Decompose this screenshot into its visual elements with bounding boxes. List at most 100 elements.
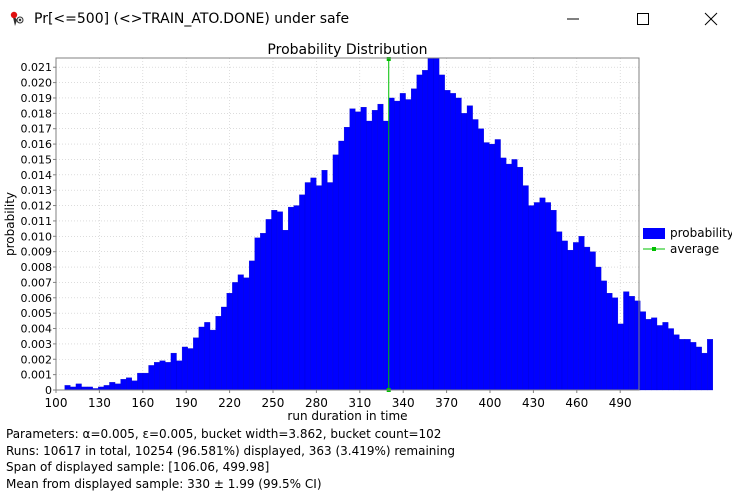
uppaal-app-icon bbox=[8, 10, 26, 28]
histogram-bar bbox=[209, 329, 216, 391]
legend-average-label: average bbox=[670, 242, 719, 256]
chart-legend: probability average bbox=[642, 225, 734, 259]
histogram-bar bbox=[438, 74, 445, 391]
x-tick-label: 310 bbox=[348, 396, 371, 410]
histogram-bar bbox=[165, 362, 172, 391]
histogram-bar bbox=[276, 211, 283, 391]
histogram-bar bbox=[628, 296, 635, 391]
histogram-bar bbox=[701, 352, 708, 391]
x-tick-label: 370 bbox=[435, 396, 458, 410]
histogram-bar bbox=[327, 182, 334, 391]
histogram-bar bbox=[316, 185, 322, 391]
histogram-bar bbox=[517, 166, 524, 391]
histogram-bar bbox=[500, 157, 507, 391]
histogram-bar bbox=[109, 382, 116, 391]
x-tick-label: 100 bbox=[45, 396, 68, 410]
histogram-bar bbox=[355, 111, 362, 391]
histogram-bar bbox=[265, 219, 272, 391]
histogram-bar bbox=[472, 119, 479, 391]
histogram-bar bbox=[645, 319, 652, 391]
histogram-bar bbox=[75, 383, 82, 391]
close-button[interactable] bbox=[688, 0, 734, 38]
histogram-bar bbox=[662, 322, 669, 391]
histogram-bar bbox=[181, 346, 188, 391]
histogram-bar bbox=[120, 379, 127, 391]
histogram-bar bbox=[349, 108, 356, 391]
histogram-bar bbox=[573, 242, 579, 391]
histogram-bar bbox=[377, 103, 384, 391]
histogram-bar bbox=[684, 339, 691, 391]
maximize-icon bbox=[637, 13, 649, 25]
histogram-bar bbox=[215, 316, 222, 391]
x-tick-label: 250 bbox=[262, 396, 285, 410]
histogram-bar bbox=[478, 128, 484, 391]
histogram-bar bbox=[556, 231, 563, 391]
y-axis-label: probability bbox=[3, 192, 17, 256]
histogram-bar bbox=[455, 97, 462, 391]
histogram-bar bbox=[550, 210, 557, 391]
x-tick-label: 130 bbox=[88, 396, 111, 410]
histogram-bar bbox=[444, 90, 451, 391]
y-tick-label: 0.016 bbox=[21, 138, 53, 151]
histogram-bar bbox=[600, 280, 607, 391]
histogram-bar bbox=[248, 260, 255, 391]
histogram-bar bbox=[612, 297, 619, 391]
legend-average-marker bbox=[652, 247, 656, 251]
x-tick-label: 280 bbox=[305, 396, 328, 410]
y-tick-label: 0.018 bbox=[21, 107, 53, 120]
histogram-bar bbox=[131, 380, 138, 391]
histogram-bar bbox=[673, 334, 680, 391]
histogram-bar bbox=[399, 93, 406, 391]
histogram-bar bbox=[221, 306, 227, 391]
y-tick-label: 0.020 bbox=[21, 77, 53, 90]
histogram-bar bbox=[366, 120, 373, 391]
average-marker-top bbox=[386, 57, 391, 61]
histogram-bar bbox=[505, 163, 512, 391]
x-axis-label: run duration in time bbox=[287, 409, 407, 422]
histogram-bar bbox=[422, 70, 429, 391]
maximize-button[interactable] bbox=[620, 0, 666, 38]
histogram-bar bbox=[405, 99, 412, 391]
histogram-bar bbox=[64, 385, 71, 391]
y-tick-label: 0.009 bbox=[21, 246, 53, 259]
histogram-bar bbox=[187, 348, 194, 391]
histogram-bar bbox=[656, 325, 663, 391]
histogram-bar bbox=[142, 372, 149, 391]
histogram-bar bbox=[651, 317, 658, 391]
histogram-bar bbox=[154, 362, 160, 391]
histogram-bar bbox=[126, 377, 132, 391]
mean-text: Mean from displayed sample: 330 ± 1.99 (… bbox=[6, 476, 322, 491]
histogram-bar bbox=[466, 105, 473, 391]
histogram-bar bbox=[271, 210, 278, 391]
histogram-bar bbox=[176, 360, 183, 391]
histogram-bar bbox=[170, 352, 177, 391]
window-titlebar[interactable]: Pr[<=500] (<>TRAIN_ATO.DONE) under safe bbox=[0, 0, 734, 38]
y-tick-label: 0.021 bbox=[21, 61, 53, 74]
y-tick-label: 0.003 bbox=[21, 338, 53, 351]
minimize-button[interactable] bbox=[550, 0, 596, 38]
chart-title: Probability Distribution bbox=[267, 42, 427, 58]
runs-text: Runs: 10617 in total, 10254 (96.581%) di… bbox=[6, 443, 455, 458]
histogram-bar bbox=[394, 100, 401, 391]
y-tick-label: 0.010 bbox=[21, 230, 53, 243]
window-title: Pr[<=500] (<>TRAIN_ATO.DONE) under safe bbox=[34, 11, 350, 27]
histogram-bar bbox=[293, 205, 300, 391]
histogram-bar bbox=[243, 277, 250, 391]
histogram-bar bbox=[595, 266, 602, 391]
histogram-bar bbox=[232, 282, 239, 391]
histogram-bar bbox=[411, 88, 417, 391]
legend-probability-swatch bbox=[643, 228, 665, 239]
statistics-info: Parameters: α=0.005, ε=0.005, bucket wid… bbox=[6, 426, 728, 492]
histogram-bar bbox=[522, 185, 529, 391]
close-icon bbox=[704, 12, 718, 26]
x-tick-label: 460 bbox=[565, 396, 588, 410]
histogram-bar bbox=[679, 339, 686, 391]
histogram-bar bbox=[159, 360, 166, 391]
histogram-bar bbox=[416, 74, 423, 391]
histogram-bar bbox=[707, 339, 714, 391]
y-tick-label: 0.014 bbox=[21, 169, 53, 182]
y-tick-label: 0.006 bbox=[21, 292, 53, 305]
histogram-bar bbox=[427, 57, 434, 391]
x-tick-label: 430 bbox=[522, 396, 545, 410]
histogram-bar bbox=[584, 246, 591, 391]
